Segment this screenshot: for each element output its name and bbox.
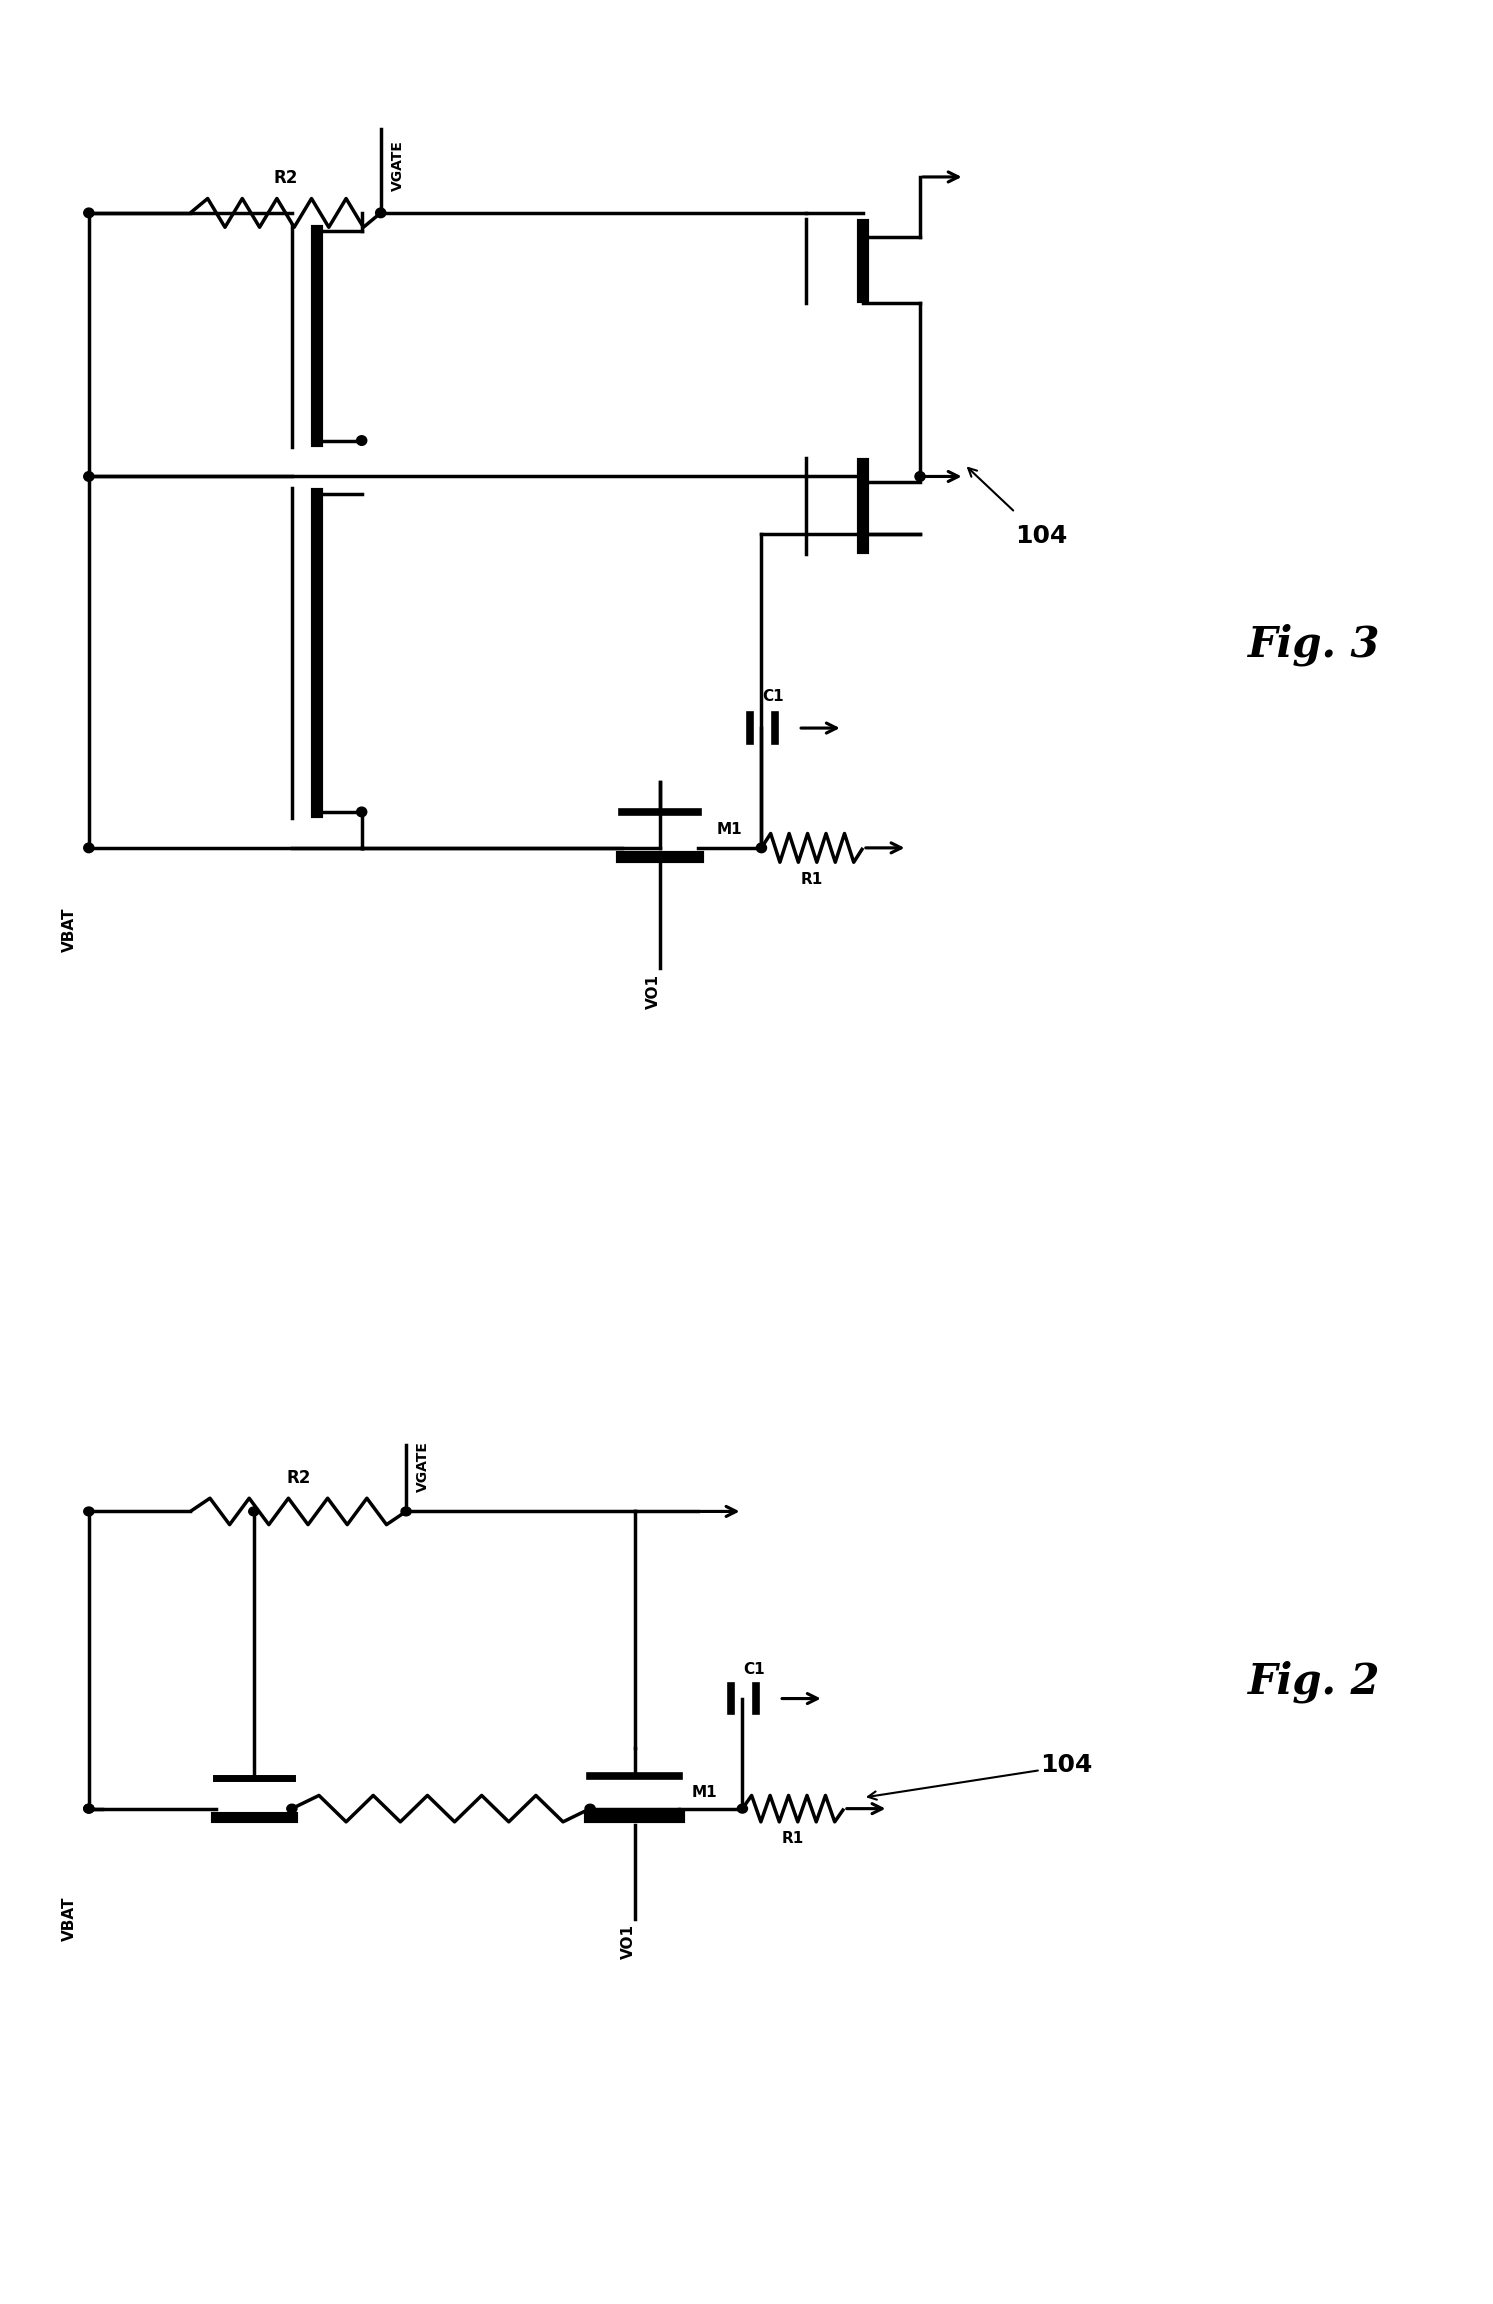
Text: VBAT: VBAT [63,908,78,952]
Circle shape [585,1804,596,1813]
Circle shape [287,1804,297,1813]
Text: Fig. 3: Fig. 3 [1248,624,1380,666]
Circle shape [915,472,926,482]
Text: 104: 104 [1041,1753,1093,1776]
Text: M1: M1 [717,823,742,836]
Circle shape [249,1507,258,1516]
Text: 104: 104 [1015,525,1067,548]
Circle shape [357,806,367,816]
Text: M1: M1 [691,1786,717,1799]
Circle shape [738,1804,748,1813]
Circle shape [402,1507,411,1516]
Text: R1: R1 [802,871,823,887]
Circle shape [84,207,94,217]
Circle shape [376,207,385,217]
Circle shape [84,1804,94,1813]
Text: VGATE: VGATE [417,1440,430,1491]
Circle shape [84,1804,94,1813]
Circle shape [357,435,367,445]
Text: C1: C1 [744,1661,766,1677]
Text: VBAT: VBAT [63,1896,78,1942]
Text: VGATE: VGATE [391,141,405,191]
Text: VO1: VO1 [646,975,661,1009]
Text: C1: C1 [763,689,784,705]
Text: R1: R1 [782,1832,805,1846]
Text: R2: R2 [287,1470,311,1486]
Text: R2: R2 [273,168,297,187]
Circle shape [84,1507,94,1516]
Text: Fig. 2: Fig. 2 [1248,1661,1380,1703]
Circle shape [757,843,766,852]
Text: VO1: VO1 [621,1924,636,1958]
Circle shape [84,472,94,482]
Circle shape [84,843,94,852]
